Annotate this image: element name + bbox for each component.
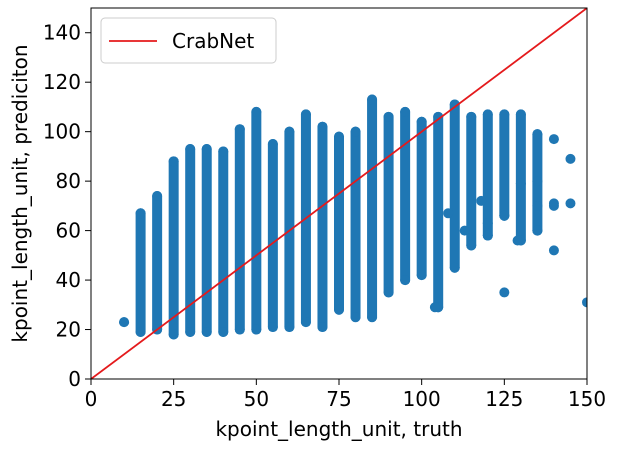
scatter-point <box>201 327 212 338</box>
scatter-point <box>499 109 510 120</box>
y-tick-label: 20 <box>56 318 81 342</box>
scatter-point <box>152 190 163 201</box>
scatter-point <box>466 240 477 251</box>
x-tick-label: 50 <box>244 387 269 411</box>
x-tick-label: 75 <box>326 387 351 411</box>
y-tick-label: 100 <box>43 120 81 144</box>
scatter-point <box>459 225 470 236</box>
scatter-point <box>185 327 196 338</box>
scatter-point <box>168 329 179 340</box>
scatter-point <box>532 176 543 187</box>
x-tick-label: 25 <box>161 387 186 411</box>
scatter-point <box>499 210 510 221</box>
scatter-point <box>317 322 328 333</box>
scatter-point <box>400 106 411 117</box>
scatter-point <box>443 208 454 219</box>
scatter-point <box>582 297 587 308</box>
scatter-point <box>449 262 460 273</box>
scatter-point <box>135 327 146 338</box>
scatter-point <box>433 111 444 122</box>
scatter-point <box>234 324 245 335</box>
scatter-point <box>317 121 328 132</box>
scatter-point <box>383 287 394 298</box>
y-tick-label: 40 <box>56 268 81 292</box>
x-tick-label: 0 <box>85 387 98 411</box>
legend-label: CrabNet <box>172 29 254 53</box>
scatter-point <box>334 131 344 142</box>
scatter-point <box>400 275 411 286</box>
y-tick-label: 120 <box>43 70 81 94</box>
scatter-point <box>512 235 523 246</box>
scatter-point <box>185 143 196 154</box>
scatter-point <box>367 94 378 105</box>
scatter-point <box>476 195 487 206</box>
scatter-point <box>334 304 344 315</box>
scatter-point <box>367 312 378 323</box>
y-tick-label: 80 <box>56 169 81 193</box>
scatter-point <box>532 200 543 211</box>
x-tick-label: 100 <box>403 387 441 411</box>
scatter-point <box>234 124 245 135</box>
scatter-point <box>482 109 493 120</box>
scatter-point <box>515 178 526 189</box>
scatter-point <box>429 302 440 313</box>
scatter-point <box>548 134 559 145</box>
scatter-point <box>218 146 229 157</box>
scatter-point <box>499 287 510 298</box>
scatter-point <box>284 322 295 333</box>
y-tick-label: 140 <box>43 21 81 45</box>
scatter-point <box>267 139 278 150</box>
scatter-point <box>383 111 394 122</box>
scatter-point <box>267 322 278 333</box>
x-axis-label: kpoint_length_unit, truth <box>215 417 462 441</box>
scatter-point <box>350 312 361 323</box>
scatter-point <box>218 327 229 338</box>
scatter-point <box>482 218 493 229</box>
scatter-point <box>548 245 559 256</box>
scatter-point <box>565 153 576 164</box>
scatter-point <box>119 317 130 328</box>
scatter-point <box>201 143 212 154</box>
scatter-point <box>548 198 559 209</box>
x-tick-label: 150 <box>568 387 606 411</box>
scatter-point <box>135 208 146 219</box>
scatter-point <box>300 317 311 328</box>
scatter-point <box>284 126 295 137</box>
x-axis-ticks: 0 25 50 75 100 125 150 <box>85 379 606 411</box>
scatter-point <box>168 156 179 167</box>
scatter-point <box>515 109 526 120</box>
scatter-point <box>449 99 460 110</box>
scatter-point <box>532 225 543 236</box>
legend: CrabNet <box>100 17 277 64</box>
crabnet-line <box>91 8 587 379</box>
scatter-point <box>532 129 543 140</box>
y-tick-label: 0 <box>68 367 81 391</box>
scatter-point <box>466 111 477 122</box>
scatter-point <box>482 230 493 241</box>
scatter-point <box>251 324 262 335</box>
scatter-point <box>416 116 427 127</box>
y-axis-ticks: 0 20 40 60 80 100 120 140 <box>43 21 91 391</box>
scatter-points <box>119 94 587 340</box>
y-tick-label: 60 <box>56 219 81 243</box>
scatter-point <box>251 106 262 117</box>
scatter-point <box>350 126 361 137</box>
y-axis-label: kpoint_length_unit, prediciton <box>8 44 32 342</box>
scatter-point <box>416 270 427 281</box>
legend-box <box>100 17 277 64</box>
scatter-point <box>565 198 576 209</box>
scatter-point <box>300 109 311 120</box>
x-tick-label: 125 <box>485 387 523 411</box>
